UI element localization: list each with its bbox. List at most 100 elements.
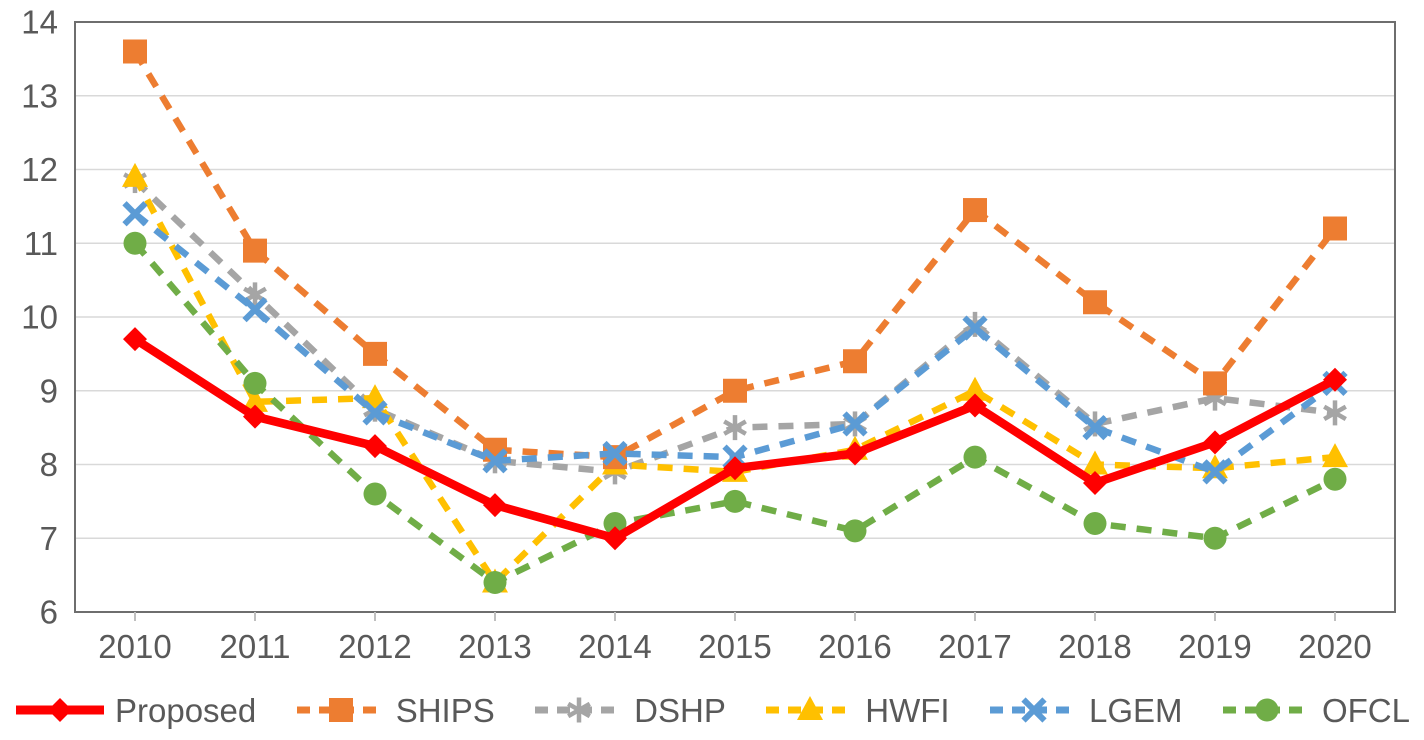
marker-diamond <box>723 456 747 481</box>
marker-diamond <box>1083 470 1107 495</box>
y-tick-label-13: 13 <box>21 77 58 114</box>
marker-square <box>363 341 387 366</box>
marker-diamond <box>843 441 867 466</box>
chart-legend: Proposed SHIPS DSHP HWFI LGEM OFCL <box>0 682 1424 738</box>
marker-asterisk <box>567 701 592 719</box>
legend-label-hwfi: HWFI <box>865 691 950 729</box>
marker-circle <box>843 519 867 543</box>
marker-square <box>963 198 987 223</box>
marker-circle <box>1323 467 1347 491</box>
y-tick-label-14: 14 <box>21 4 58 41</box>
legend-item-proposed: Proposed <box>14 691 256 729</box>
marker-square <box>723 378 747 403</box>
marker-x <box>362 400 388 426</box>
x-tick-label-2013: 2013 <box>458 628 531 665</box>
series-DSHP <box>123 168 1347 485</box>
x-tick-label-2019: 2019 <box>1178 628 1251 665</box>
legend-item-dshp: DSHP <box>533 691 726 729</box>
marker-triangle <box>1322 443 1348 468</box>
marker-square <box>1203 371 1227 396</box>
marker-circle <box>1255 698 1279 722</box>
x-tick-label-2012: 2012 <box>338 628 411 665</box>
marker-diamond <box>1323 367 1347 392</box>
marker-square <box>1083 290 1107 315</box>
marker-square <box>123 39 147 64</box>
marker-diamond <box>243 404 267 429</box>
marker-diamond <box>1203 430 1227 455</box>
marker-triangle <box>962 376 988 401</box>
marker-circle <box>123 231 147 255</box>
legend-item-lgem: LGEM <box>988 691 1183 729</box>
legend-label-ships: SHIPS <box>395 691 495 729</box>
marker-triangle <box>242 387 268 412</box>
legend-item-ships: SHIPS <box>295 691 495 729</box>
marker-circle <box>243 371 267 395</box>
x-tick-label-2017: 2017 <box>938 628 1011 665</box>
series-SHIPS <box>123 39 1347 470</box>
y-tick-label-6: 6 <box>40 594 58 631</box>
marker-diamond <box>363 434 387 459</box>
marker-x <box>242 297 268 323</box>
y-tick-label-11: 11 <box>24 225 58 262</box>
marker-x <box>1082 415 1108 441</box>
marker-circle <box>603 512 627 535</box>
y-tick-label-12: 12 <box>21 151 58 188</box>
marker-diamond <box>963 393 987 418</box>
series-HWFI <box>122 162 1348 593</box>
marker-diamond <box>483 493 507 518</box>
marker-asterisk <box>723 419 747 436</box>
series-Proposed <box>123 327 1347 551</box>
legend-swatch-ships <box>296 698 385 722</box>
marker-diamond <box>48 698 72 722</box>
y-tick-label-7: 7 <box>40 520 58 557</box>
marker-circle <box>1083 512 1107 535</box>
marker-square <box>328 698 353 722</box>
marker-x <box>122 201 148 227</box>
legend-swatch-ofcl <box>1222 698 1311 722</box>
marker-x <box>602 440 628 467</box>
x-tick-label-2015: 2015 <box>698 628 771 665</box>
marker-x <box>842 411 868 437</box>
marker-triangle <box>122 162 148 187</box>
y-tick-label-8: 8 <box>40 446 58 483</box>
marker-circle <box>963 445 987 469</box>
x-tick-label-2018: 2018 <box>1058 628 1131 665</box>
marker-circle <box>363 482 387 506</box>
series-OFCL <box>123 231 1347 594</box>
legend-label-lgem: LGEM <box>1089 691 1183 729</box>
legend-item-hwfi: HWFI <box>764 691 950 729</box>
legend-label-ofcl: OFCL <box>1321 691 1410 729</box>
legend-label-dshp: DSHP <box>634 691 726 729</box>
marker-circle <box>483 571 507 594</box>
legend-swatch-dshp <box>535 697 624 723</box>
legend-label-proposed: Proposed <box>115 691 257 729</box>
marker-square <box>243 238 267 263</box>
legend-item-ofcl: OFCL <box>1221 691 1410 729</box>
marker-triangle <box>1202 454 1228 479</box>
marker-triangle <box>797 696 824 720</box>
legend-swatch-proposed <box>16 698 104 722</box>
marker-x <box>1021 697 1047 723</box>
legend-swatch-lgem <box>990 697 1078 723</box>
marker-triangle <box>1082 450 1108 475</box>
marker-square <box>843 349 867 374</box>
y-tick-label-9: 9 <box>40 372 58 409</box>
legend-swatch-hwfi <box>766 696 855 720</box>
marker-x <box>1202 459 1228 485</box>
series-line-SHIPS <box>132 49 1338 461</box>
series-line-OFCL <box>132 241 1337 587</box>
x-tick-label-2020: 2020 <box>1298 628 1371 665</box>
line-chart: 6 7 8 9 10 11 12 13 14 2010 2011 2012 2013 2014 2015 20… <box>21 4 1396 665</box>
marker-diamond <box>123 327 147 352</box>
marker-triangle <box>362 384 388 409</box>
marker-diamond <box>603 526 627 551</box>
x-tick-label-2010: 2010 <box>98 628 171 665</box>
x-tick-label-2011: 2011 <box>220 628 291 665</box>
marker-x <box>482 448 508 474</box>
x-tick-label-2014: 2014 <box>578 628 651 665</box>
marker-circle <box>1203 526 1227 550</box>
y-tick-label-10: 10 <box>21 299 58 336</box>
marker-x <box>962 315 988 341</box>
marker-asterisk <box>1323 404 1347 422</box>
